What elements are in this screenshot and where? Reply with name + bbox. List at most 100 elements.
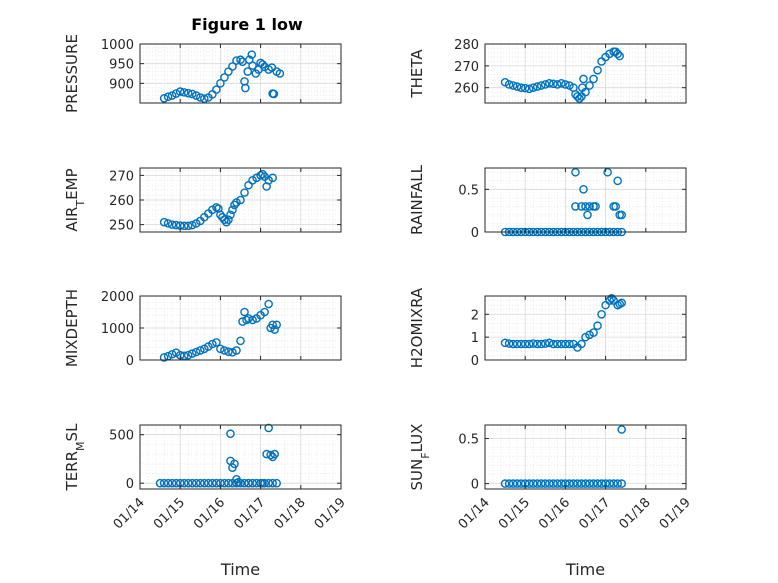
data-point bbox=[220, 478, 229, 488]
data-point bbox=[241, 83, 250, 93]
data-point bbox=[569, 479, 578, 488]
data-point bbox=[230, 200, 239, 210]
y-tick-label: 0 bbox=[126, 354, 134, 369]
data-point bbox=[541, 80, 550, 89]
data-point bbox=[236, 336, 245, 346]
subplot-1: 900 950 1000 PRESSURE bbox=[63, 34, 342, 113]
data-point bbox=[272, 478, 281, 488]
data-point bbox=[557, 79, 566, 88]
data-point bbox=[191, 478, 201, 488]
data-point bbox=[593, 65, 602, 75]
x-tick-label: 01/16 bbox=[536, 495, 573, 532]
y-tick-label: 950 bbox=[109, 58, 134, 73]
data-point bbox=[603, 167, 612, 177]
data-point bbox=[228, 348, 237, 357]
data-point bbox=[195, 346, 205, 355]
subplot-4: 0 0.5 RAINFALL bbox=[408, 164, 687, 241]
x-axis-label: Time bbox=[565, 560, 605, 579]
data-point bbox=[228, 62, 237, 71]
plot-area bbox=[485, 425, 686, 489]
data-point bbox=[163, 92, 173, 102]
y-axis-label: TERRMSL bbox=[63, 423, 87, 492]
data-point bbox=[183, 350, 193, 360]
data-point bbox=[268, 320, 277, 330]
data-point bbox=[516, 479, 526, 488]
data-point bbox=[561, 339, 570, 349]
data-point bbox=[583, 210, 592, 220]
data-point bbox=[167, 349, 177, 359]
data-point bbox=[524, 479, 534, 488]
data-point bbox=[512, 479, 522, 488]
y-tick-label: 0 bbox=[471, 354, 479, 369]
data-point bbox=[581, 87, 590, 97]
data-point bbox=[581, 479, 590, 488]
data-point bbox=[545, 79, 554, 88]
data-point bbox=[532, 82, 542, 91]
data-point bbox=[536, 339, 546, 349]
y-axis-label: MIXDEPTH bbox=[63, 289, 81, 367]
x-tick-label: 01/16 bbox=[191, 495, 228, 532]
data-point bbox=[585, 81, 594, 90]
data-point bbox=[159, 93, 169, 103]
x-tick-label: 01/17 bbox=[231, 495, 268, 532]
x-tick-label: 01/19 bbox=[657, 495, 694, 532]
subplot-7: 0 500 01/14 01/15 01/16 01/17 01/18 01/19 TERRMS… bbox=[63, 423, 349, 579]
data-point bbox=[208, 339, 217, 349]
data-point bbox=[532, 339, 542, 349]
y-tick-label: 1000 bbox=[101, 322, 134, 337]
data-point bbox=[520, 339, 530, 349]
y-tick-label: 270 bbox=[454, 60, 479, 75]
data-point bbox=[268, 478, 277, 488]
data-point bbox=[605, 479, 614, 488]
data-point bbox=[167, 91, 177, 100]
data-point bbox=[163, 478, 173, 488]
subplot-2: 260 270 280 THETA bbox=[408, 38, 687, 104]
data-point bbox=[230, 459, 239, 469]
x-tick-label: 01/18 bbox=[272, 495, 309, 532]
y-axis-label: THETA bbox=[408, 49, 426, 99]
data-point bbox=[275, 69, 285, 78]
x-tick-label: 01/14 bbox=[456, 495, 493, 532]
data-point bbox=[264, 423, 273, 433]
subplot-5: 0 1000 2000 MIXDEPTH bbox=[63, 289, 342, 369]
data-point bbox=[617, 298, 626, 308]
data-point bbox=[571, 167, 580, 177]
data-point bbox=[532, 479, 542, 488]
data-point bbox=[208, 478, 217, 488]
data-point bbox=[183, 88, 193, 98]
data-point bbox=[611, 202, 620, 211]
y-axis-label: SUNFLUX bbox=[408, 424, 432, 491]
axes-box bbox=[484, 295, 687, 361]
y-tick-label: 1000 bbox=[101, 38, 134, 53]
data-point bbox=[179, 351, 189, 361]
y-axis-label: H2OMIXRA bbox=[408, 287, 426, 368]
plot-area bbox=[140, 44, 341, 103]
data-point bbox=[226, 210, 235, 220]
data-point bbox=[613, 479, 622, 488]
y-tick-label: 2000 bbox=[101, 290, 134, 305]
data-point bbox=[613, 49, 622, 59]
data-point bbox=[222, 217, 231, 227]
data-point bbox=[617, 425, 626, 434]
data-point bbox=[579, 74, 588, 84]
data-point bbox=[171, 220, 181, 230]
data-point bbox=[258, 60, 267, 69]
y-tick-label: 1 bbox=[471, 331, 479, 346]
data-point bbox=[248, 478, 257, 488]
data-point bbox=[577, 479, 586, 488]
data-point bbox=[549, 339, 558, 349]
data-point bbox=[179, 88, 189, 97]
data-point bbox=[242, 315, 251, 325]
data-point bbox=[528, 339, 538, 348]
axes-box bbox=[484, 43, 687, 104]
data-point bbox=[179, 221, 189, 231]
data-point bbox=[549, 79, 558, 89]
data-point bbox=[163, 219, 173, 228]
subplot-6: 0 1 2 H2OMIXRA bbox=[408, 287, 687, 369]
data-point bbox=[269, 89, 279, 99]
data-point bbox=[528, 479, 538, 488]
data-point bbox=[248, 61, 257, 70]
data-point bbox=[500, 479, 510, 488]
y-tick-label: 2 bbox=[471, 308, 479, 323]
y-axis-label: AIRTEMP bbox=[63, 168, 87, 231]
